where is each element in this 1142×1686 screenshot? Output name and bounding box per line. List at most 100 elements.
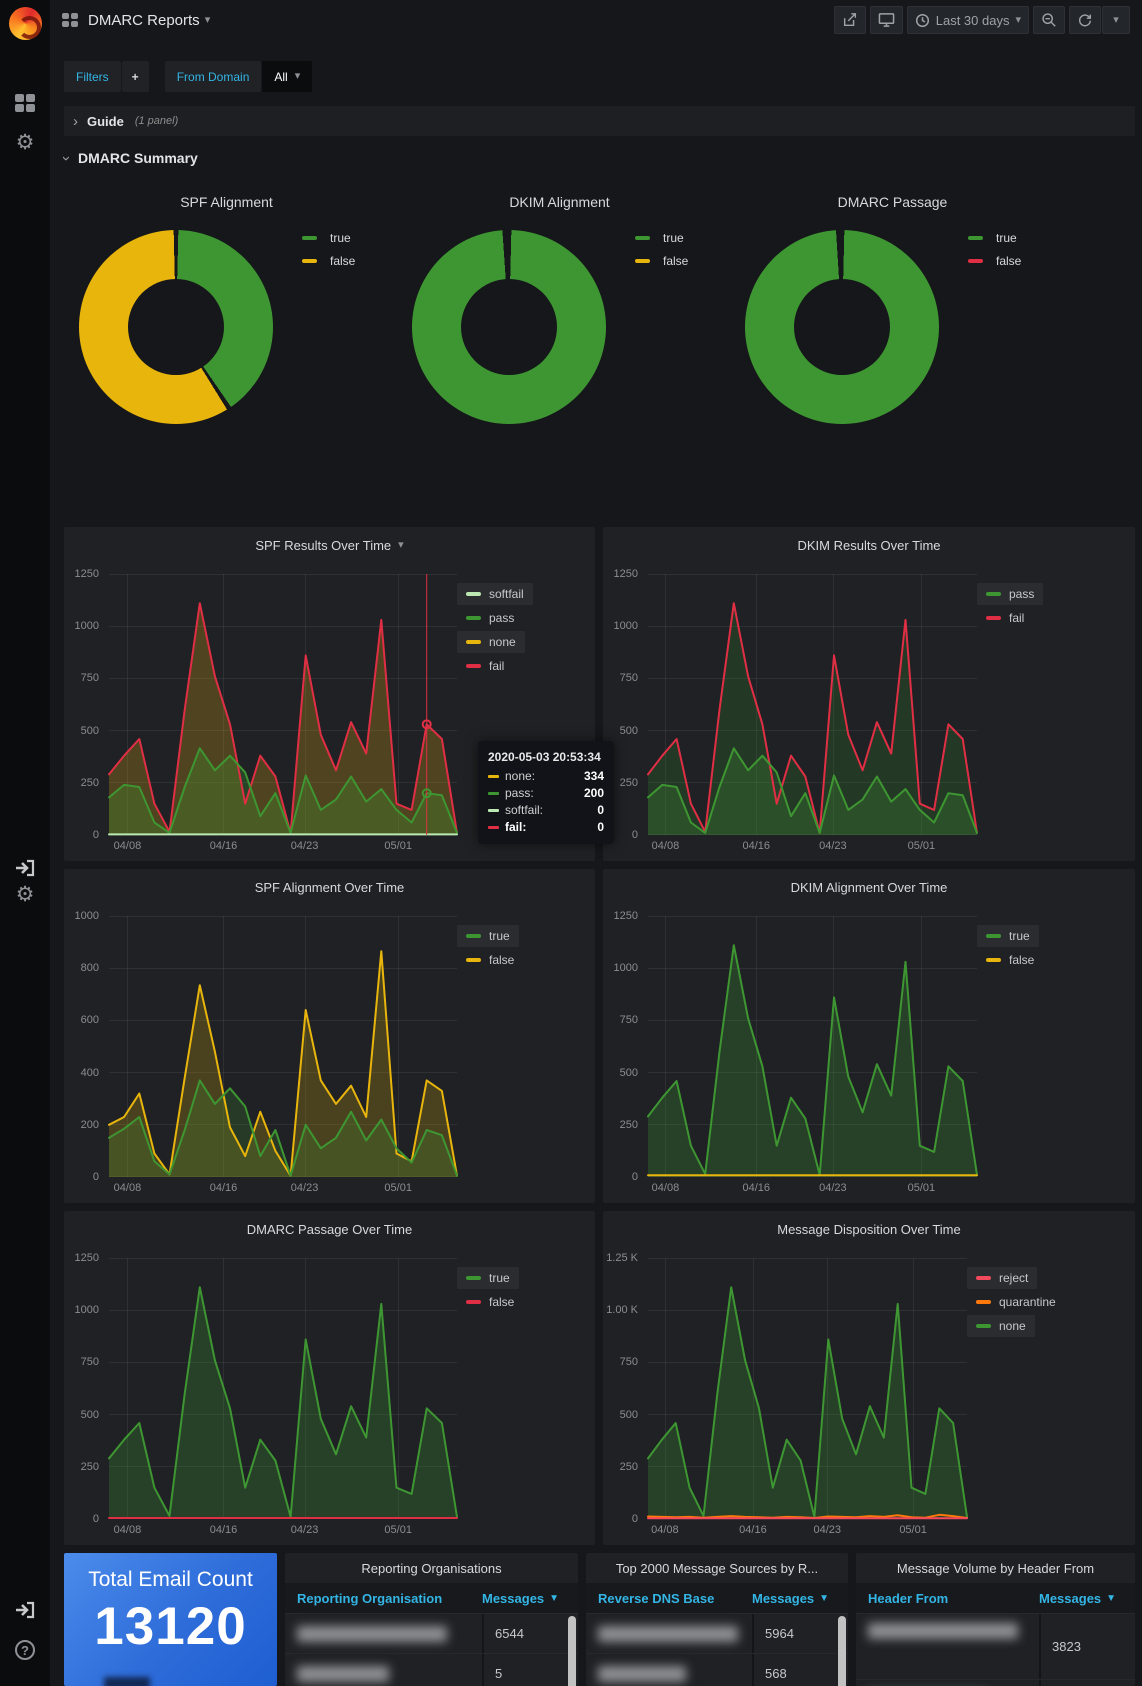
plot-area[interactable]: [647, 574, 978, 835]
legend-item-false[interactable]: false: [968, 254, 1021, 268]
legend-label: true: [996, 231, 1017, 245]
x-axis-label: 04/16: [209, 1524, 238, 1536]
legend: softfail pass none fail: [457, 583, 583, 679]
plot-area[interactable]: [647, 1258, 968, 1520]
panel-title[interactable]: SPF Results Over Time ▾: [255, 538, 404, 553]
time-range-picker[interactable]: Last 30 days ▾: [906, 6, 1029, 34]
legend-item-false[interactable]: false: [635, 254, 688, 268]
column-header-reporting-organisation[interactable]: Reporting Organisation: [297, 1590, 443, 1606]
legend-swatch: [976, 1324, 991, 1328]
legend-item-true[interactable]: true: [977, 925, 1039, 947]
sidebar-item-help[interactable]: ?: [0, 1640, 50, 1660]
share-button[interactable]: [833, 6, 866, 34]
legend-item-true[interactable]: true: [635, 231, 688, 245]
filters-label[interactable]: Filters: [64, 61, 121, 92]
dashboard-title[interactable]: DMARC Reports: [88, 11, 200, 29]
legend-item-fail[interactable]: fail: [977, 607, 1039, 629]
panel-title[interactable]: Top 2000 Message Sources by R...: [615, 1561, 819, 1576]
sidebar-item-sign-in[interactable]: [0, 858, 50, 878]
refresh-button[interactable]: [1069, 6, 1101, 34]
sidebar-item-sign-in-bottom[interactable]: [0, 1600, 50, 1620]
legend-label: softfail: [489, 587, 524, 601]
refresh-caret-icon: ▾: [1113, 13, 1119, 26]
legend-item-none[interactable]: none: [457, 631, 525, 653]
panel-title[interactable]: Message Volume by Header From: [896, 1561, 1095, 1576]
legend-item-quarantine[interactable]: quarantine: [967, 1291, 1065, 1313]
legend-item-true[interactable]: true: [457, 925, 519, 947]
dashboard-title-caret-icon[interactable]: ▾: [204, 13, 211, 26]
plot-area[interactable]: [108, 1258, 458, 1519]
legend-swatch: [466, 640, 481, 644]
spf-alignment-donut[interactable]: [79, 230, 273, 424]
column-header-messages[interactable]: Messages ▼: [482, 1590, 560, 1606]
tooltip-label: none:: [505, 769, 536, 783]
table-cell-messages: 3823: [1039, 1614, 1135, 1679]
panel-title[interactable]: DKIM Alignment: [509, 194, 610, 210]
sidebar-item-configuration[interactable]: ⚙: [0, 132, 50, 153]
tooltip-value: 200: [583, 786, 604, 800]
legend-item-pass[interactable]: pass: [977, 583, 1044, 605]
plot-area[interactable]: [108, 574, 458, 836]
panel-title[interactable]: DKIM Alignment Over Time: [790, 880, 948, 895]
sidebar-item-dashboards[interactable]: [0, 94, 50, 112]
table-cell-name: [586, 1614, 752, 1653]
legend-item-fail[interactable]: fail: [457, 655, 519, 677]
legend-label: fail: [1009, 611, 1025, 625]
plot-area[interactable]: [108, 916, 458, 1177]
scrollbar-thumb[interactable]: [838, 1616, 846, 1686]
legend-item-false[interactable]: false: [457, 1291, 523, 1313]
column-header-messages[interactable]: Messages ▼: [752, 1590, 830, 1606]
row-guide[interactable]: › Guide (1 panel): [64, 106, 1135, 136]
table-header: Reporting Organisation Messages ▼: [285, 1583, 578, 1613]
donut-legend: true false: [302, 231, 355, 277]
panel-title[interactable]: SPF Alignment Over Time: [254, 880, 405, 895]
panel-title[interactable]: SPF Alignment: [180, 194, 273, 210]
column-header-messages[interactable]: Messages ▼: [1039, 1590, 1117, 1606]
add-filter-button[interactable]: +: [121, 61, 149, 92]
refresh-interval-dropdown[interactable]: ▾: [1102, 6, 1130, 34]
legend-label: fail: [489, 659, 505, 673]
panel-title[interactable]: DMARC Passage Over Time: [246, 1222, 413, 1237]
y-axis-label: 500: [619, 1408, 638, 1421]
dashboard-icon: [62, 13, 78, 27]
column-header-header-from[interactable]: Header From: [868, 1590, 949, 1606]
legend-item-none[interactable]: none: [967, 1315, 1035, 1337]
panel-title[interactable]: Message Disposition Over Time: [777, 1222, 961, 1237]
table-body: 5964 568: [586, 1613, 848, 1686]
sidebar-item-server-admin[interactable]: ⚙: [0, 884, 50, 905]
y-axis-label: 1250: [74, 1252, 99, 1264]
panel-title[interactable]: DKIM Results Over Time: [797, 538, 941, 553]
panel-title[interactable]: Reporting Organisations: [361, 1561, 502, 1576]
legend-item-pass[interactable]: pass: [457, 607, 523, 629]
y-axis-label: 600: [80, 1014, 99, 1027]
from-domain-select[interactable]: All ▾: [262, 61, 313, 92]
scrollbar-thumb[interactable]: [568, 1616, 576, 1686]
grafana-logo[interactable]: [0, 4, 50, 42]
legend-item-true[interactable]: true: [457, 1267, 519, 1289]
grafana-logo-icon: [8, 6, 42, 40]
panel-top-message-sources: Top 2000 Message Sources by R... Reverse…: [586, 1553, 848, 1686]
redacted-cell: [297, 1665, 389, 1682]
legend-item-true[interactable]: true: [968, 231, 1021, 245]
row-dmarc-summary[interactable]: › DMARC Summary: [58, 145, 198, 171]
dmarc-passage-donut[interactable]: [745, 230, 939, 424]
sign-in-icon: [16, 859, 35, 877]
y-axis-label: 200: [80, 1118, 99, 1131]
tooltip-label: pass:: [505, 786, 534, 800]
dkim-alignment-donut[interactable]: [412, 230, 606, 424]
panel-dmarc-passage-over-time: DMARC Passage Over Time 1250 1000 750 500 25…: [64, 1211, 595, 1545]
legend-item-reject[interactable]: reject: [967, 1267, 1038, 1289]
legend-item-false[interactable]: false: [977, 949, 1043, 971]
panel-title[interactable]: DMARC Passage: [837, 194, 948, 210]
panel-menu-caret-icon[interactable]: ▾: [398, 539, 404, 551]
column-header-reverse-dns-base[interactable]: Reverse DNS Base: [598, 1590, 715, 1606]
y-axis-label: 500: [619, 1066, 638, 1079]
donut-hole: [128, 279, 224, 375]
legend-item-true[interactable]: true: [302, 231, 355, 245]
tv-mode-button[interactable]: [869, 6, 903, 34]
legend-item-false[interactable]: false: [457, 949, 523, 971]
zoom-out-button[interactable]: [1033, 6, 1065, 34]
plot-area[interactable]: [647, 916, 978, 1177]
legend-item-softfail[interactable]: softfail: [457, 583, 533, 605]
legend-item-false[interactable]: false: [302, 254, 355, 268]
